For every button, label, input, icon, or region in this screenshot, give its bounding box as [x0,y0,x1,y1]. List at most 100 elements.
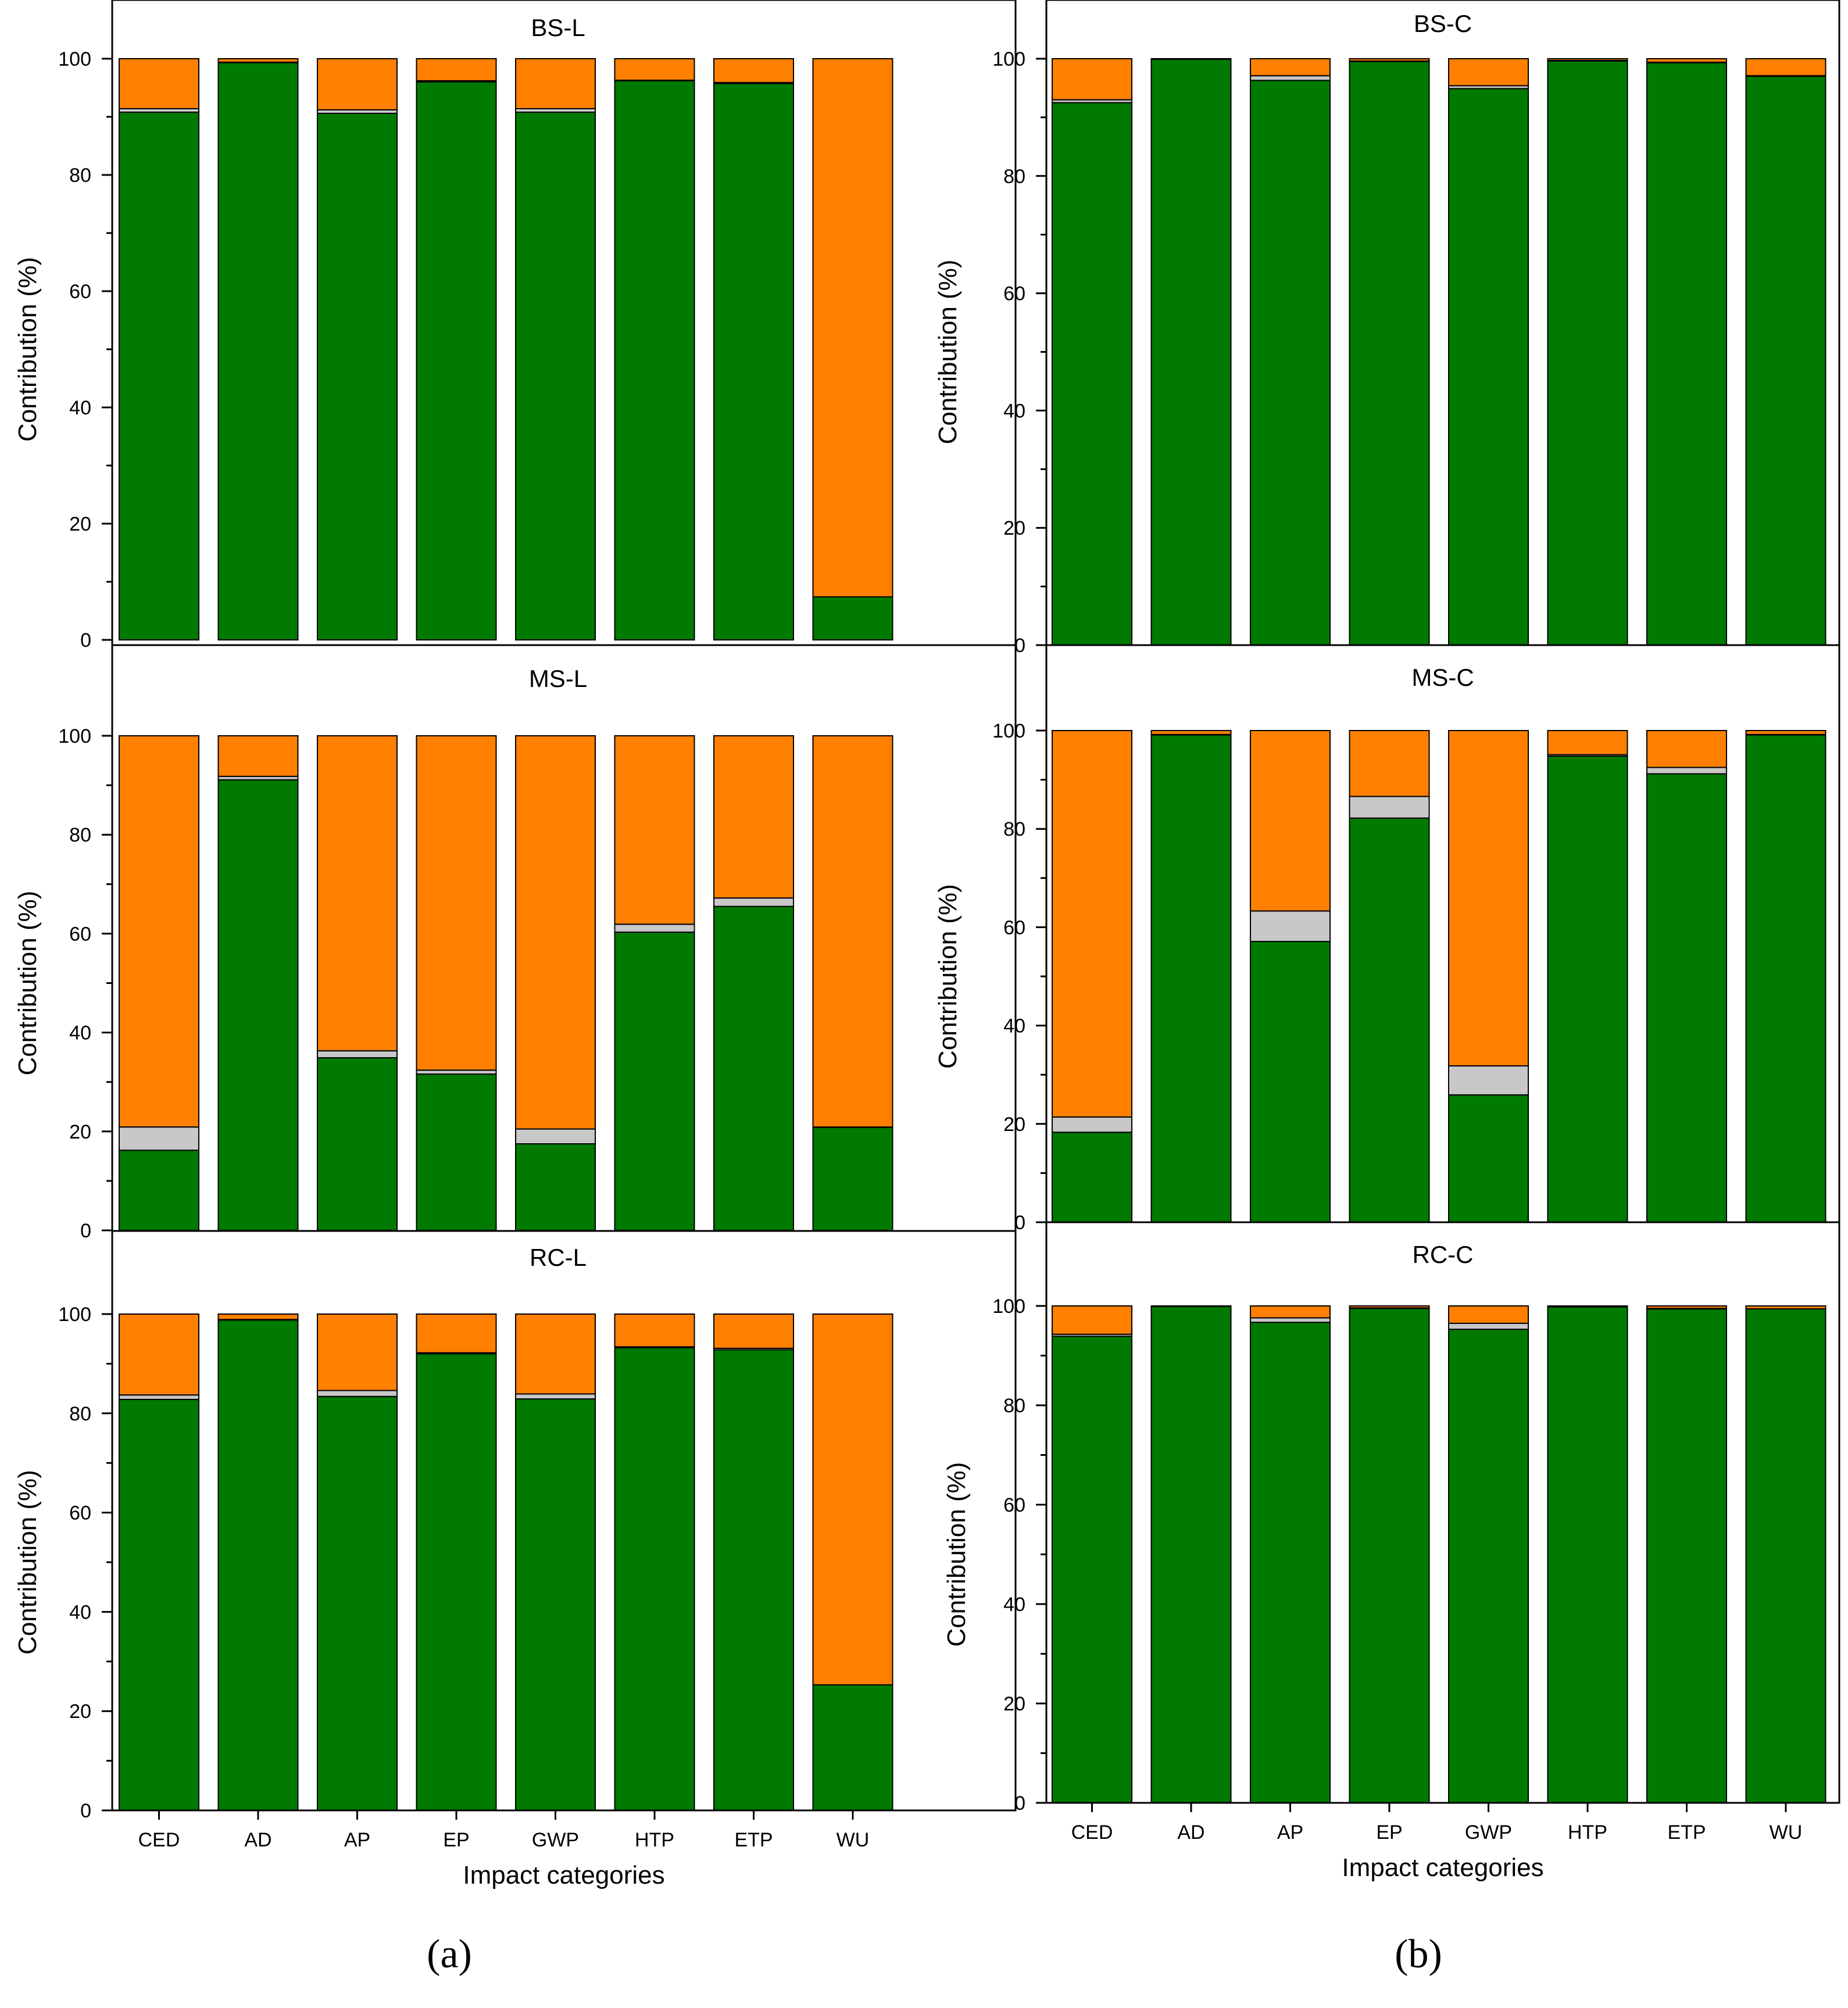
x-tick-label-etp: ETP [1667,1821,1706,1844]
bar-ms-l-ced-orange [119,735,199,1128]
bar-ms-l-wu-orange [812,735,893,1128]
bar-ms-l-ap-orange [317,735,398,1052]
panel-frame-rc-l [111,1230,1017,1812]
panel-title-ms-c: MS-C [1411,664,1474,691]
bar-bs-c-ad-green [1150,59,1232,646]
bar-bs-l-htp-green [614,80,695,640]
x-tick-label-ap: AP [1277,1821,1303,1844]
bar-rc-c-gwp-gray [1448,1322,1529,1330]
y-tick-label: 40 [69,1022,91,1044]
bar-bs-c-ep-green [1349,61,1430,646]
x-tick-label-ced: CED [1071,1821,1113,1844]
y-tick-label: 0 [80,1220,91,1242]
bar-ms-l-gwp-orange [515,735,596,1130]
chart-panel-bs-c: 0 20 40 60 80 100 BS-C Contribution (%) [934,0,1840,657]
bar-rc-l-ced-orange [119,1313,199,1396]
panel-title-bs-l: BS-L [531,14,585,41]
charts-container: 0 20 40 60 80 100 BS-L Contribution (%) 0 20 40 60 8… [13,0,1840,1889]
bar-bs-l-ep-orange [416,58,497,81]
chart-panel-rc-c: 0 20 40 60 80 100 RC-C Contribution (%) CED AD AP E… [942,1221,1840,1882]
bar-rc-c-ap-green [1250,1322,1331,1804]
y-tick-label: 80 [1003,818,1025,840]
y-tick-label: 60 [1003,1494,1025,1516]
x-tick-label-ep: EP [443,1829,469,1851]
x-tick-label-gwp: GWP [1465,1821,1512,1844]
y-tick-label: 100 [992,1295,1025,1318]
bar-bs-l-ced-green [119,112,199,640]
x-tick-label-gwp: GWP [532,1829,579,1851]
bar-ms-l-ap-gray [317,1050,398,1059]
x-axis-label: Impact categories [1342,1853,1543,1882]
bar-ms-c-ep-gray [1349,796,1430,819]
bar-bs-c-wu-orange [1745,58,1826,77]
x-tick-label-etp: ETP [734,1829,773,1851]
bar-ms-l-etp-green [713,905,794,1231]
y-tick-label: 20 [69,513,91,535]
bar-bs-l-ap-green [317,113,398,640]
y-axis-label: Contribution (%) [13,257,42,442]
y-tick-label: 80 [69,164,91,187]
bar-bs-l-etp-orange [713,58,794,83]
bar-rc-c-gwp-orange [1448,1305,1529,1324]
y-tick-label: 100 [992,48,1025,70]
bar-rc-l-etp-green [713,1349,794,1812]
bar-rc-l-ad-green [217,1319,299,1812]
bar-ms-c-ad-green [1150,734,1232,1223]
bar-ms-c-gwp-green [1448,1094,1529,1223]
y-axis-label: Contribution (%) [13,1470,42,1655]
bar-ms-l-gwp-gray [515,1128,596,1145]
bar-ms-c-ced-gray [1052,1116,1132,1133]
y-tick-label: 0 [1014,1792,1025,1814]
bar-bs-c-htp-orange [1547,58,1628,62]
bar-rc-c-htp-orange [1547,1305,1628,1308]
chart-panel-bs-l: 0 20 40 60 80 100 BS-L Contribution (%) [13,0,1017,652]
bar-rc-c-wu-green [1745,1308,1826,1803]
bar-ms-c-ap-orange [1250,730,1331,912]
bar-rc-l-gwp-orange [515,1313,596,1395]
panel-title-ms-l: MS-L [529,665,587,692]
chart-panel-ms-c: 0 20 40 60 80 100 MS-C Contribution (%) [934,644,1840,1234]
y-tick-label: 20 [1003,1114,1025,1136]
bar-bs-c-htp-green [1547,60,1628,646]
x-tick-label-htp: HTP [1568,1821,1607,1844]
panel-title-bs-c: BS-C [1414,10,1472,37]
y-tick-label: 80 [69,824,91,846]
bar-bs-c-ced-green [1052,102,1132,646]
y-axis-label: Contribution (%) [934,884,962,1069]
x-axis-label: Impact categories [463,1861,664,1889]
bar-rc-c-ced-green [1052,1336,1132,1803]
bar-rc-c-htp-green [1547,1306,1628,1803]
panel-frame-rc-c [1045,1221,1840,1804]
bar-bs-c-etp-orange [1646,58,1727,63]
panel-title-rc-l: RC-L [530,1244,587,1271]
bar-rc-l-ap-orange [317,1313,398,1391]
y-axis-label: Contribution (%) [934,260,962,445]
bar-ms-l-ad-orange [217,735,299,777]
bar-ms-l-ced-gray [119,1126,199,1151]
bar-rc-l-ced-green [119,1398,199,1811]
y-tick-label: 60 [69,1502,91,1524]
bar-bs-c-ced-orange [1052,58,1132,101]
bar-bs-l-etp-green [713,83,794,640]
bar-rc-l-wu-green [812,1684,893,1811]
x-tick-label-wu: WU [837,1829,870,1851]
bar-ms-c-ad-orange [1150,730,1232,735]
bar-bs-l-wu-green [812,596,893,640]
y-tick-label: 100 [58,725,91,747]
y-tick-label: 20 [1003,1693,1025,1715]
x-tick-label-ad: AD [244,1829,271,1851]
y-tick-label: 20 [69,1701,91,1723]
subfig-label-a: (a) [427,1932,472,1977]
bar-rc-c-ep-orange [1349,1305,1430,1309]
bar-rc-l-gwp-gray [515,1393,596,1400]
bar-bs-c-gwp-green [1448,88,1529,646]
y-tick-label: 80 [69,1403,91,1425]
bar-ms-c-ep-green [1349,817,1430,1223]
bar-rc-l-gwp-green [515,1398,596,1811]
bar-rc-l-ad-orange [217,1313,299,1320]
bar-rc-c-ap-gray [1250,1317,1331,1323]
y-tick-label: 40 [1003,1015,1025,1037]
bar-ms-c-etp-orange [1646,730,1727,768]
y-tick-label: 100 [58,1304,91,1326]
bar-rc-c-etp-green [1646,1308,1727,1803]
